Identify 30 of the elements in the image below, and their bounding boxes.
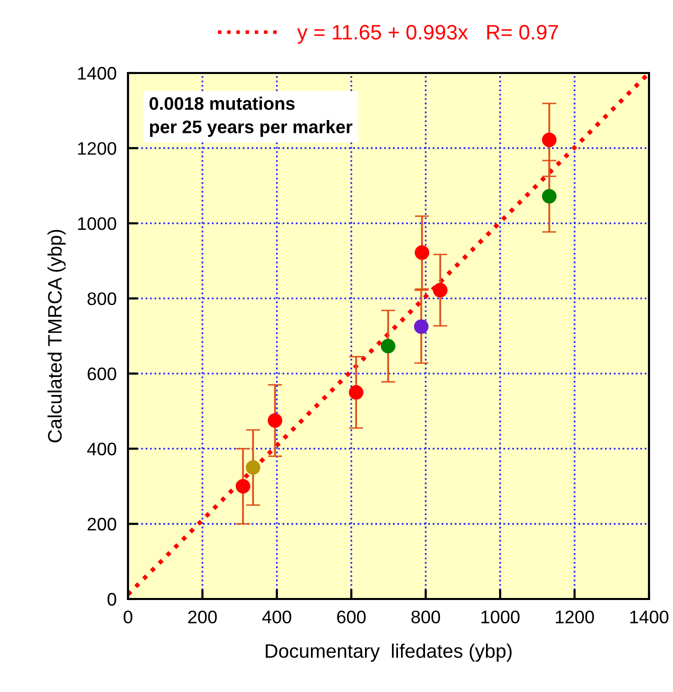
point	[246, 460, 260, 475]
x-tick-label: 800	[411, 610, 440, 624]
point	[542, 188, 557, 204]
point	[348, 385, 364, 400]
y-tick-label: 0	[108, 592, 116, 606]
x-tick-label: 0	[124, 610, 132, 624]
point	[414, 245, 430, 260]
y-tick-label: 200	[88, 518, 116, 531]
y-tick-label: 600	[88, 368, 116, 380]
point	[380, 338, 396, 354]
y-axis-title: Calculated TMRCA (ybp)	[47, 230, 66, 442]
x-tick-label: 1200	[556, 610, 594, 624]
y-tick-label: 400	[87, 442, 116, 456]
annotation: 0.0018 mutations per 25 years per marker	[150, 96, 352, 137]
x-tick-label: 1400	[630, 610, 668, 624]
y-tick-label: 1400	[78, 66, 116, 80]
x-tick-label: 400	[262, 610, 292, 624]
x-tick-label: 1000	[481, 610, 520, 624]
y-tick-label: 1000	[78, 217, 116, 230]
x-tick-label: 200	[188, 610, 217, 624]
point	[432, 282, 448, 298]
x-tick-label: 600	[337, 610, 366, 624]
y-tick-label: 800	[88, 292, 116, 306]
point	[542, 132, 557, 148]
point	[268, 413, 282, 428]
y-tick-label: 1200	[78, 142, 116, 155]
x-axis-title: Documentary lifedates (ybp)	[266, 644, 512, 662]
legend-label: y = 11.65 + 0.993x R= 0.97	[297, 24, 558, 44]
point	[236, 479, 250, 494]
point	[414, 319, 429, 334]
